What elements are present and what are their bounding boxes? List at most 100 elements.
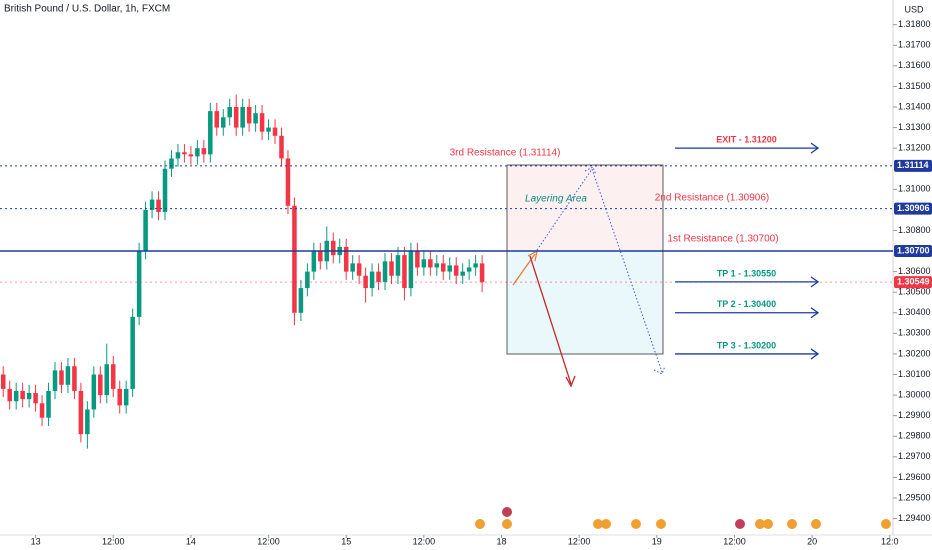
candle-body bbox=[85, 409, 90, 435]
price-badge-label: 1.30906 bbox=[897, 203, 930, 213]
candle-body bbox=[466, 267, 472, 272]
price-badge bbox=[894, 276, 932, 289]
candle-body bbox=[434, 263, 440, 268]
candle-body bbox=[453, 265, 459, 276]
candle-body bbox=[201, 148, 207, 155]
candle-body bbox=[220, 117, 226, 128]
candle-body bbox=[428, 259, 433, 268]
target-arrowhead bbox=[810, 276, 820, 288]
x-tick-label: 12:00 bbox=[102, 536, 125, 546]
candle-body bbox=[311, 251, 317, 272]
candle-body bbox=[233, 107, 239, 128]
y-tick-label: 1.31300 bbox=[898, 122, 931, 132]
candle-body bbox=[272, 127, 278, 136]
candle-body bbox=[479, 263, 485, 283]
candle-body bbox=[369, 271, 375, 289]
candle-body bbox=[7, 388, 12, 402]
x-tick-label: 20 bbox=[807, 536, 817, 546]
y-tick-label: 1.30500 bbox=[898, 287, 931, 297]
candle-body bbox=[389, 261, 394, 276]
y-tick-label: 1.29600 bbox=[898, 472, 931, 482]
x-tick-label: 12:00 bbox=[568, 536, 591, 546]
candle-body bbox=[149, 199, 155, 210]
layering-box-top bbox=[507, 165, 663, 250]
annotation: Layering Area bbox=[525, 194, 587, 205]
price-badge bbox=[894, 245, 932, 258]
y-tick-label: 1.29400 bbox=[898, 513, 931, 523]
x-tick-label: 12:00 bbox=[257, 536, 280, 546]
candle-body bbox=[208, 111, 213, 155]
candle-body bbox=[292, 205, 297, 313]
candle-body bbox=[305, 271, 310, 289]
y-tick-label: 1.30800 bbox=[898, 225, 931, 235]
y-tick-label: 1.30300 bbox=[898, 328, 931, 338]
target-label: EXIT - 1.31200 bbox=[716, 135, 777, 145]
x-tick-label: 12:0 bbox=[881, 536, 899, 546]
candle-body bbox=[117, 388, 122, 406]
candle-body bbox=[136, 251, 142, 317]
candle-body bbox=[195, 148, 200, 157]
target-arrowhead bbox=[810, 348, 820, 360]
candle-body bbox=[26, 393, 32, 400]
y-tick-label: 1.30100 bbox=[898, 369, 931, 379]
candle-body bbox=[52, 370, 58, 391]
x-tick-label: 12:00 bbox=[723, 536, 746, 546]
candle-body bbox=[460, 271, 465, 276]
x-tick-label: 19 bbox=[652, 536, 662, 546]
y-tick-label: 1.29500 bbox=[898, 492, 931, 502]
y-tick-label: 1.31200 bbox=[898, 143, 931, 153]
price-badge-label: 1.30700 bbox=[897, 245, 930, 255]
y-tick-label: 1.30000 bbox=[898, 389, 931, 399]
target-label: TP 3 - 1.30200 bbox=[717, 340, 776, 350]
candle-body bbox=[214, 111, 220, 128]
candle-body bbox=[253, 113, 258, 124]
y-tick-label: 1.31700 bbox=[898, 40, 931, 50]
y-tick-label: 1.29800 bbox=[898, 431, 931, 441]
candle-body bbox=[343, 246, 349, 272]
candle-body bbox=[72, 366, 77, 391]
candle-body bbox=[330, 240, 336, 256]
price-badge-label: 1.30549 bbox=[897, 276, 930, 286]
chart-title: British Pound / U.S. Dollar, 1h, FXCM bbox=[4, 4, 170, 15]
y-tick-label: 1.31000 bbox=[898, 184, 931, 194]
candle-body bbox=[175, 152, 181, 159]
candle-body bbox=[298, 288, 304, 313]
y-tick-label: 1.31500 bbox=[898, 81, 931, 91]
candle-body bbox=[440, 263, 446, 272]
target-arrowhead bbox=[810, 307, 820, 319]
event-icons bbox=[475, 507, 891, 529]
annotation: 2nd Resistance (1.30906) bbox=[655, 193, 770, 204]
layering-box-bottom bbox=[507, 250, 663, 354]
price-badge-label: 1.31114 bbox=[897, 160, 929, 170]
candle-body bbox=[285, 158, 291, 206]
candle-body bbox=[318, 251, 323, 262]
x-tick-label: 12:00 bbox=[413, 536, 436, 546]
candle-body bbox=[188, 154, 194, 157]
x-tick-label: 13 bbox=[31, 536, 41, 546]
price-badge bbox=[894, 202, 932, 215]
candle-body bbox=[130, 316, 135, 389]
candle-body bbox=[473, 263, 478, 268]
candle-body bbox=[0, 374, 6, 389]
candle-body bbox=[162, 168, 168, 212]
y-tick-label: 1.31400 bbox=[898, 101, 931, 111]
candle-body bbox=[123, 388, 129, 406]
y-tick-label: 1.29700 bbox=[898, 451, 931, 461]
candle-body bbox=[266, 127, 271, 132]
candle-body bbox=[143, 209, 148, 252]
candle-body bbox=[39, 403, 45, 418]
y-tick-label: 1.29900 bbox=[898, 410, 931, 420]
y-tick-label: 1.30400 bbox=[898, 307, 931, 317]
candle-body bbox=[408, 251, 414, 289]
candle-body bbox=[415, 251, 420, 268]
candle-body bbox=[110, 364, 116, 389]
candle-body bbox=[33, 393, 38, 404]
candle-body bbox=[376, 271, 381, 282]
candle-body bbox=[402, 255, 407, 289]
candle-body bbox=[447, 265, 453, 272]
candle-body bbox=[240, 107, 245, 128]
candle-body bbox=[350, 263, 355, 272]
y-tick-label: 1.30200 bbox=[898, 348, 931, 358]
